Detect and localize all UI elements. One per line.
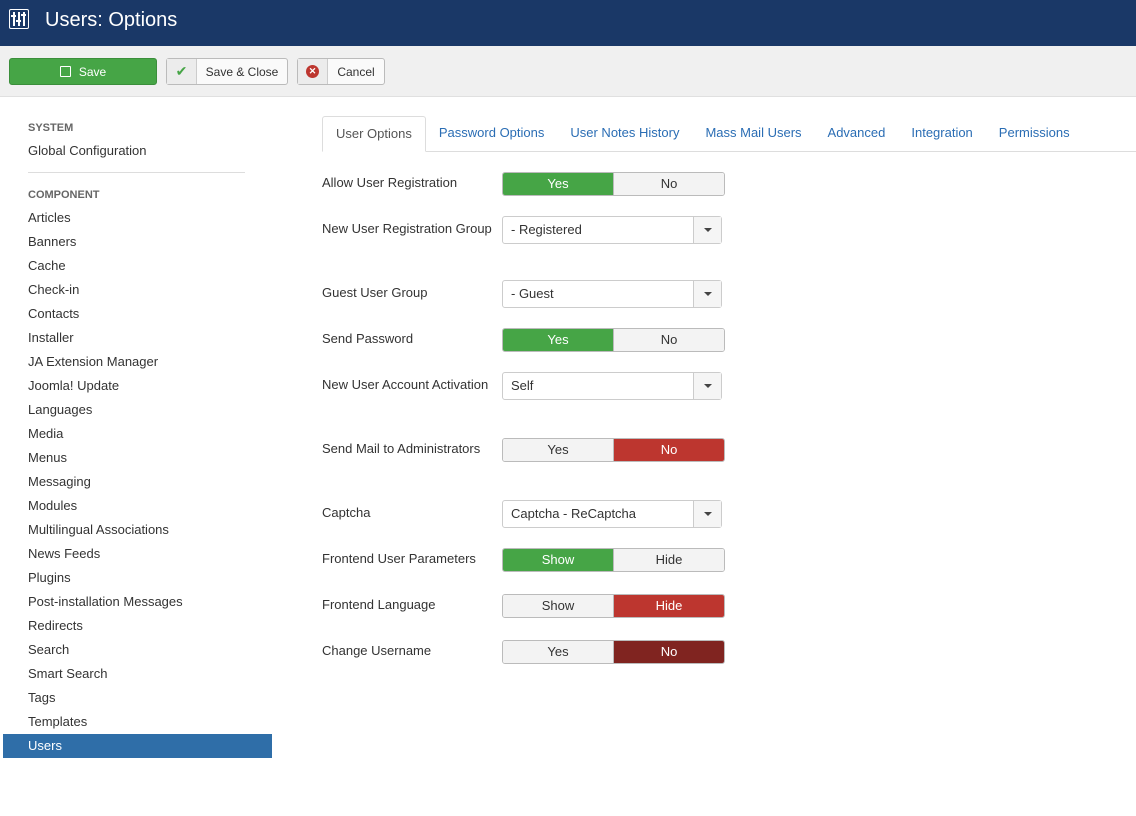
send-password-option-yes[interactable]: Yes <box>503 329 613 351</box>
system-heading: SYSTEM <box>28 122 74 134</box>
send-password-option-no[interactable]: No <box>613 329 724 351</box>
new-user-registration-group-label: New User Registration Group <box>322 221 492 236</box>
selected-value: Captcha - ReCaptcha <box>511 506 637 521</box>
component-heading: COMPONENT <box>28 189 100 201</box>
send-mail-to-administrators-option-no[interactable]: No <box>613 439 724 461</box>
change-username-option-yes[interactable]: Yes <box>503 641 613 663</box>
captcha-label: Captcha <box>322 505 371 520</box>
allow-user-registration-option-no[interactable]: No <box>613 173 724 195</box>
header: Users: Options <box>0 0 1136 46</box>
sidebar-item-smart-search[interactable]: Smart Search <box>28 666 108 681</box>
sidebar-item-installer[interactable]: Installer <box>28 330 74 345</box>
tabs: User Options Password Options User Notes H… <box>322 116 1136 152</box>
divider <box>28 172 245 173</box>
selected-value: - Registered <box>511 222 582 237</box>
tab-mass-mail-users[interactable]: Mass Mail Users <box>705 125 802 140</box>
frontend-user-parameters-option-hide[interactable]: Hide <box>613 549 724 571</box>
chevron-down-icon <box>693 501 721 527</box>
captcha-select[interactable]: Captcha - ReCaptcha <box>502 500 722 528</box>
frontend-user-parameters-label: Frontend User Parameters <box>322 551 476 566</box>
sidebar-item-menus[interactable]: Menus <box>28 450 68 465</box>
sidebar-item-contacts[interactable]: Contacts <box>28 306 80 321</box>
send-mail-to-administrators-toggle: Yes No <box>502 438 725 462</box>
frontend-language-toggle: Show Hide <box>502 594 725 618</box>
frontend-language-label: Frontend Language <box>322 597 436 612</box>
frontend-user-parameters-toggle: Show Hide <box>502 548 725 572</box>
edit-icon <box>59 66 71 77</box>
send-password-label: Send Password <box>322 331 414 346</box>
send-mail-to-administrators-option-yes[interactable]: Yes <box>503 439 613 461</box>
sidebar-item-check-in[interactable]: Check-in <box>28 282 80 297</box>
change-username-label: Change Username <box>322 643 432 658</box>
sidebar-item-joomla-update[interactable]: Joomla! Update <box>28 378 120 393</box>
sidebar-item-banners[interactable]: Banners <box>28 234 77 249</box>
sidebar-item-users[interactable]: Users <box>3 734 272 758</box>
chevron-down-icon <box>693 373 721 399</box>
check-icon: ✔ <box>167 59 197 84</box>
tab-user-notes-history[interactable]: User Notes History <box>570 125 680 140</box>
cancel-icon: ✕ <box>298 59 328 84</box>
change-username-option-no[interactable]: No <box>613 641 724 663</box>
sidebar-item-articles[interactable]: Articles <box>28 210 71 225</box>
sidebar-item-tags[interactable]: Tags <box>28 690 56 705</box>
cancel-button[interactable]: ✕ Cancel <box>297 58 385 85</box>
change-username-toggle: Yes No <box>502 640 725 664</box>
sliders-icon <box>9 9 29 29</box>
tab-advanced[interactable]: Advanced <box>827 125 886 140</box>
new-user-account-activation-select[interactable]: Self <box>502 372 722 400</box>
sidebar-item-messaging[interactable]: Messaging <box>28 474 91 489</box>
save-close-button[interactable]: ✔ Save & Close <box>166 58 288 85</box>
sidebar-item-cache[interactable]: Cache <box>28 258 66 273</box>
new-user-registration-group-select[interactable]: - Registered <box>502 216 722 244</box>
chevron-down-icon <box>693 217 721 243</box>
toolbar: Save ✔ Save & Close ✕ Cancel <box>0 46 1136 97</box>
sidebar-item-search[interactable]: Search <box>28 642 70 657</box>
sidebar-item-languages[interactable]: Languages <box>28 402 93 417</box>
sidebar-item-global-configuration[interactable]: Global Configuration <box>28 143 147 158</box>
send-mail-to-administrators-label: Send Mail to Administrators <box>322 441 481 456</box>
guest-user-group-select[interactable]: - Guest <box>502 280 722 308</box>
sidebar-item-news-feeds[interactable]: News Feeds <box>28 546 101 561</box>
allow-user-registration-option-yes[interactable]: Yes <box>503 173 613 195</box>
sidebar-item-plugins[interactable]: Plugins <box>28 570 71 585</box>
chevron-down-icon <box>693 281 721 307</box>
frontend-language-option-show[interactable]: Show <box>503 595 613 617</box>
selected-value: - Guest <box>511 286 554 301</box>
selected-value: Self <box>511 378 534 393</box>
page-title: Users: Options <box>45 9 178 31</box>
frontend-user-parameters-option-show[interactable]: Show <box>503 549 613 571</box>
send-password-toggle: Yes No <box>502 328 725 352</box>
save-button[interactable]: Save <box>9 58 157 85</box>
frontend-language-option-hide[interactable]: Hide <box>613 595 724 617</box>
sidebar-item-post-installation-messages[interactable]: Post-installation Messages <box>28 594 183 609</box>
sidebar-item-redirects[interactable]: Redirects <box>28 618 83 633</box>
tab-permissions[interactable]: Permissions <box>998 125 1070 140</box>
allow-user-registration-toggle: Yes No <box>502 172 725 196</box>
guest-user-group-label: Guest User Group <box>322 285 428 300</box>
sidebar-item-media[interactable]: Media <box>28 426 64 441</box>
allow-user-registration-label: Allow User Registration <box>322 175 458 190</box>
sidebar-item-ja-extension-manager[interactable]: JA Extension Manager <box>28 354 159 369</box>
tab-integration[interactable]: Integration <box>911 125 973 140</box>
sidebar-item-multilingual-associations[interactable]: Multilingual Associations <box>28 522 169 537</box>
tab-password-options[interactable]: Password Options <box>438 125 545 140</box>
sidebar-item-templates[interactable]: Templates <box>28 714 88 729</box>
new-user-account-activation-label: New User Account Activation <box>322 377 489 392</box>
tab-user-options[interactable]: User Options <box>322 116 426 152</box>
sidebar-item-modules[interactable]: Modules <box>28 498 78 513</box>
